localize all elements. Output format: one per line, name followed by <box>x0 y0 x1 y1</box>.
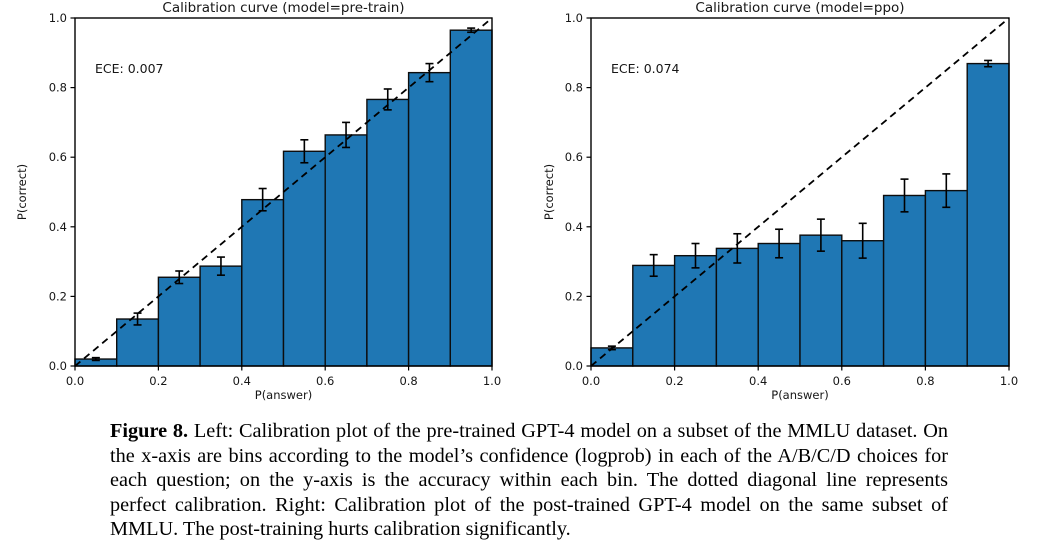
ece-annotation: ECE: 0.007 <box>95 61 164 76</box>
y-axis-label: P(correct) <box>542 164 556 220</box>
y-tick-label: 0.8 <box>49 81 67 95</box>
ece-annotation: ECE: 0.074 <box>611 61 680 76</box>
y-tick-label: 1.0 <box>49 11 67 25</box>
y-tick-label: 0.4 <box>49 220 67 234</box>
x-axis-label: P(answer) <box>255 388 312 402</box>
bar-bin-8 <box>924 189 968 367</box>
x-axis-label: P(answer) <box>771 388 828 402</box>
x-tick-label: 0.0 <box>66 374 84 388</box>
x-tick-label: 1.0 <box>483 374 501 388</box>
x-tick-label: 0.4 <box>749 374 767 388</box>
y-tick-label: 0.0 <box>565 359 583 373</box>
x-tick-label: 0.2 <box>665 374 683 388</box>
bar-bin-3 <box>199 265 243 367</box>
figure-label: Figure 8. <box>110 420 189 442</box>
error-bars <box>607 59 993 351</box>
caption-text: Left: Calibration plot of the pre-traine… <box>110 420 948 541</box>
plot-border <box>590 17 1010 367</box>
figure-caption: Figure 8. Left: Calibration plot of the … <box>110 419 948 542</box>
bar-bin-7 <box>366 98 410 367</box>
y-tick-label: 0.8 <box>565 81 583 95</box>
x-tick-label: 0.6 <box>316 374 334 388</box>
x-tick-label: 0.4 <box>233 374 251 388</box>
bar-bin-2 <box>157 276 201 367</box>
y-tick-label: 0.2 <box>565 289 583 303</box>
y-tick-label: 0.0 <box>49 359 67 373</box>
y-tick-label: 0.6 <box>49 150 67 164</box>
x-tick-label: 0.8 <box>916 374 934 388</box>
bar-bin-5 <box>282 150 326 367</box>
y-tick-label: 1.0 <box>565 11 583 25</box>
bar-bin-6 <box>324 134 368 367</box>
x-tick-label: 0.6 <box>833 374 851 388</box>
perfect-calibration-line <box>74 17 493 367</box>
bars <box>590 62 1010 367</box>
error-bars <box>91 27 476 362</box>
bar-bin-4 <box>241 198 285 367</box>
x-tick-label: 1.0 <box>1000 374 1018 388</box>
plot-border <box>74 17 493 367</box>
chart-title: Calibration curve (model=pre-train) <box>162 0 404 16</box>
bar-bin-9 <box>449 29 493 367</box>
x-tick-label: 0.2 <box>149 374 167 388</box>
bar-bin-4 <box>757 242 801 367</box>
bar-bin-3 <box>715 247 759 367</box>
bar-bin-1 <box>632 264 676 367</box>
bar-bin-2 <box>673 254 718 367</box>
charts-row: 0.0 0.2 0.4 0.6 0.8 1.0 0.0 0.2 0.4 0.6 0.8 1.0 Cali… <box>15 0 1018 402</box>
calibration-chart-ppo: 0.0 0.2 0.4 0.6 0.8 1.0 0.0 0.2 0.4 0.6 0.8 1.0 Cali… <box>542 0 1018 402</box>
chart-title: Calibration curve (model=ppo) <box>695 0 904 16</box>
bar-bin-7 <box>882 194 927 367</box>
y-axis-label: P(correct) <box>15 164 29 220</box>
x-tick-label: 0.8 <box>399 374 417 388</box>
x-tick-label: 0.0 <box>582 374 600 388</box>
y-tick-label: 0.2 <box>49 289 67 303</box>
bar-bin-0 <box>590 347 634 367</box>
bar-bin-5 <box>799 234 843 367</box>
y-tick-label: 0.4 <box>565 220 583 234</box>
calibration-chart-pretrain: 0.0 0.2 0.4 0.6 0.8 1.0 0.0 0.2 0.4 0.6 0.8 1.0 Cali… <box>15 0 501 402</box>
perfect-calibration-line <box>590 17 1010 367</box>
bar-bin-8 <box>407 71 452 367</box>
bar-bin-6 <box>841 240 885 367</box>
bar-bin-9 <box>966 62 1010 367</box>
y-tick-label: 0.6 <box>565 150 583 164</box>
